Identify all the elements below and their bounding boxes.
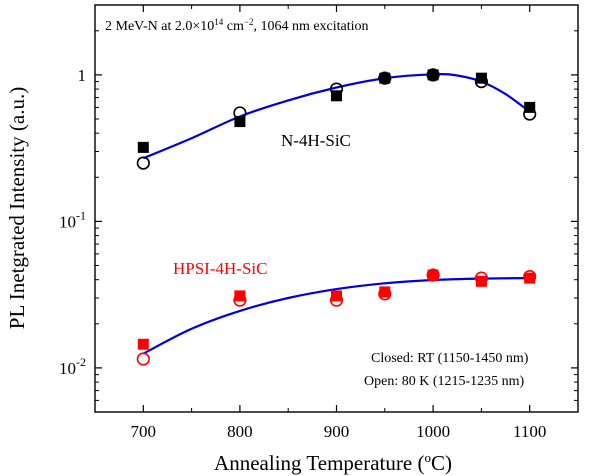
legend: Closed: RT (1150-1450 nm) Open: 80 K (12… [364, 351, 529, 389]
data-point-circle [233, 293, 247, 307]
data-point-circle [474, 271, 489, 285]
y-tick-label: 10-2 [59, 355, 86, 378]
x-tick-label: 700 [131, 422, 157, 441]
y-axis-title: PL Inetgrated Intensity (a.u.) [5, 87, 29, 329]
annotation-text: 2 MeV-N at 2.0×1014 cm−2, 1064 nm excita… [105, 17, 369, 34]
y-tick-label: 10-1 [59, 208, 86, 231]
data-point-circle [474, 75, 489, 89]
data-point-square [427, 269, 439, 281]
fit-curve-1 [142, 277, 530, 355]
data-point-square [475, 72, 487, 84]
x-tick-label: 900 [324, 422, 350, 441]
data-point-square [427, 69, 439, 81]
data-point-square [524, 101, 536, 113]
data-point-circle [378, 287, 392, 301]
data-point-square [137, 338, 149, 350]
fit-curves [142, 73, 531, 355]
data-point-circle [329, 293, 344, 307]
data-point-square [137, 141, 149, 153]
x-axis-title: Annealing Temperature (oC) [214, 450, 452, 475]
legend-line-closed: Closed: RT (1150-1450 nm) [371, 351, 529, 366]
series-label-n-4h-sic: N-4H-SiC [281, 131, 351, 150]
data-point-circle [136, 156, 150, 170]
x-tick-label: 1000 [416, 422, 450, 441]
data-point-square [331, 90, 342, 102]
data-point-square [379, 286, 391, 298]
legend-line-open: Open: 80 K (1215-1235 nm) [364, 374, 525, 389]
data-point-circle [329, 82, 344, 96]
x-tick-label: 1100 [513, 422, 546, 441]
data-point-circle [136, 352, 150, 366]
data-markers [136, 68, 537, 366]
data-point-square [379, 72, 391, 84]
data-point-square [331, 290, 342, 302]
data-point-square [234, 290, 246, 302]
series-label-hpsi-4h-sic: HPSI-4H-SiC [173, 259, 267, 278]
data-point-square [524, 272, 536, 284]
y-tick-label: 1 [78, 66, 87, 85]
x-tick-label: 800 [227, 422, 253, 441]
data-point-circle [378, 71, 392, 85]
data-point-square [475, 275, 487, 287]
data-point-circle [523, 107, 537, 121]
data-point-circle [233, 106, 247, 120]
data-point-square [234, 116, 246, 128]
data-point-circle [523, 269, 537, 284]
axis-ticks: 700 800 900 1000 1100 10-2 10-1 1 [59, 5, 578, 441]
data-point-circle [426, 68, 440, 82]
data-point-circle [426, 268, 440, 282]
